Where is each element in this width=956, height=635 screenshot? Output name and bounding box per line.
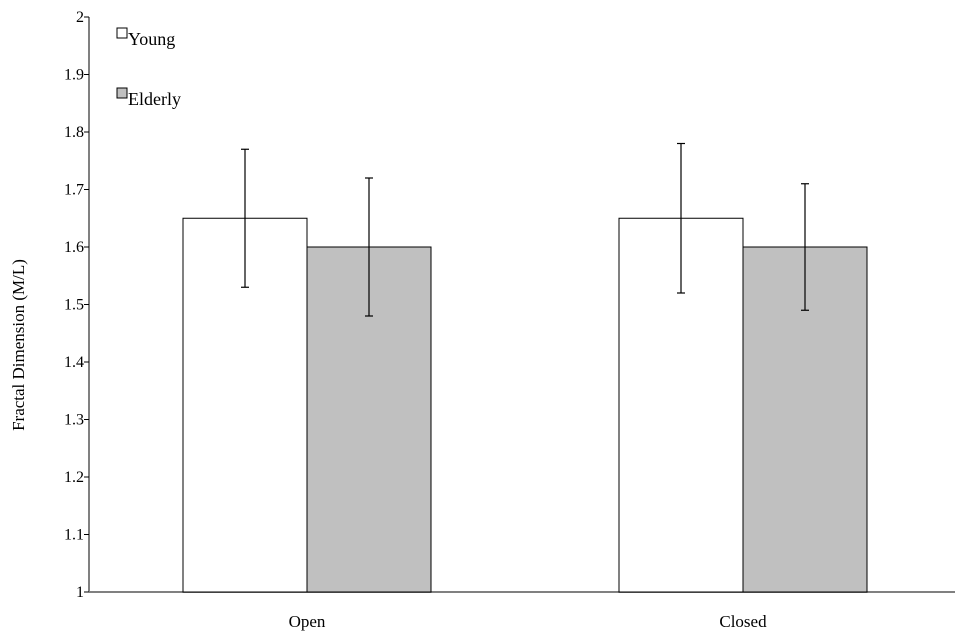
- y-tick-label: 1.3: [64, 412, 84, 429]
- legend-swatch-elderly: [116, 87, 128, 99]
- y-tick-label: 1.8: [64, 124, 84, 141]
- legend: Young Elderly: [116, 27, 181, 109]
- x-axis: Open Closed: [89, 591, 955, 631]
- y-tick-label: 1.1: [64, 527, 84, 544]
- legend-label-young: Young: [128, 29, 175, 49]
- x-tick-label: Closed: [719, 612, 767, 631]
- y-tick-label: 2: [76, 9, 84, 26]
- x-tick-label: Open: [289, 612, 326, 631]
- y-tick-label: 1.7: [64, 182, 84, 199]
- y-tick-label: 1.2: [64, 469, 84, 486]
- y-tick-label: 1.5: [64, 297, 84, 314]
- y-tick-label: 1.6: [64, 239, 84, 256]
- y-axis: 1 1.1 1.2 1.3 1.4 1.5 1.6 1.7 1.8 1.9 2: [64, 9, 90, 601]
- bars: [182, 217, 868, 593]
- y-tick-label: 1.4: [64, 354, 84, 371]
- y-tick-label: 1.9: [64, 67, 84, 84]
- error-bars: [241, 142, 809, 317]
- y-tick-label: 1: [76, 584, 84, 601]
- y-axis-title: Fractal Dimension (M/L): [9, 259, 28, 431]
- legend-swatch-young: [116, 27, 128, 39]
- legend-label-elderly: Elderly: [128, 89, 181, 109]
